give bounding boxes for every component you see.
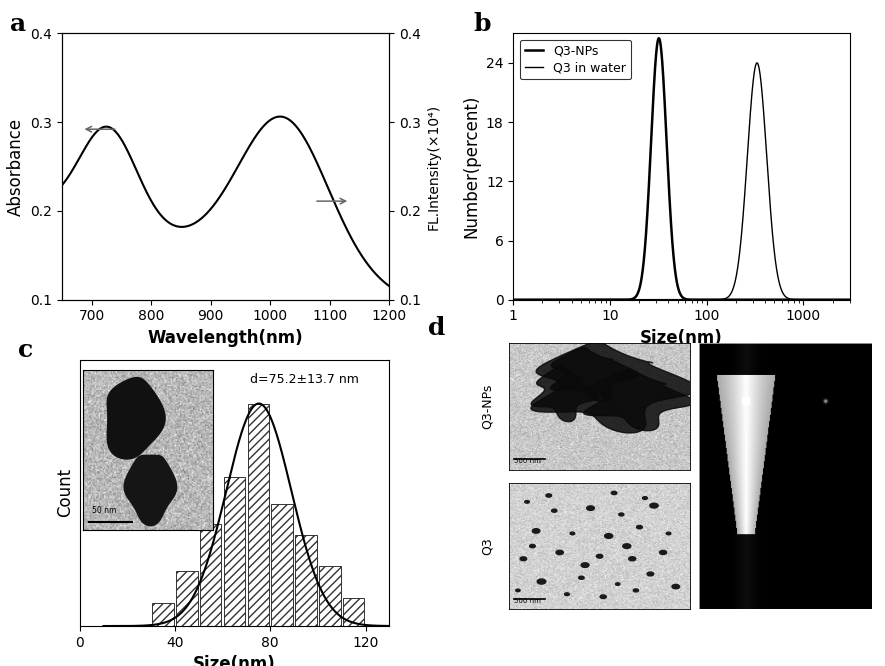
Ellipse shape bbox=[647, 572, 654, 576]
Text: a: a bbox=[10, 12, 26, 36]
Bar bbox=[152, 603, 173, 626]
Q3-NPs bbox=[651, 43, 662, 51]
Y-axis label: Count: Count bbox=[56, 468, 74, 517]
Q3 in water bbox=[508, 296, 519, 304]
Legend: Q3-NPs, Q3 in water: Q3-NPs, Q3 in water bbox=[519, 39, 631, 79]
Bar bbox=[343, 598, 365, 626]
Ellipse shape bbox=[636, 525, 643, 529]
Text: c: c bbox=[18, 338, 33, 362]
Line: Q3 in water: Q3 in water bbox=[513, 63, 850, 300]
Q3-NPs bbox=[546, 296, 557, 304]
Q3 in water bbox=[751, 59, 762, 67]
Ellipse shape bbox=[570, 532, 574, 535]
Ellipse shape bbox=[546, 494, 551, 497]
Q3-NPs bbox=[653, 34, 664, 42]
Q3-NPs bbox=[566, 296, 577, 304]
Ellipse shape bbox=[666, 532, 671, 535]
Polygon shape bbox=[531, 342, 698, 433]
Q3 in water bbox=[844, 296, 855, 304]
Text: 500 nm: 500 nm bbox=[514, 458, 542, 464]
Q3-NPs bbox=[508, 296, 519, 304]
Q3 in water bbox=[802, 296, 812, 304]
Bar bbox=[200, 524, 221, 626]
Polygon shape bbox=[550, 348, 638, 402]
Line: Q3-NPs: Q3-NPs bbox=[513, 38, 850, 300]
Ellipse shape bbox=[600, 595, 606, 599]
Bar bbox=[248, 404, 269, 626]
Y-axis label: Number(percent): Number(percent) bbox=[462, 95, 481, 238]
Polygon shape bbox=[584, 369, 695, 431]
Text: Q3-NPs: Q3-NPs bbox=[481, 384, 494, 429]
Text: Q3: Q3 bbox=[481, 537, 494, 555]
Text: Q3: Q3 bbox=[817, 328, 834, 338]
Q3-NPs bbox=[838, 296, 849, 304]
Y-axis label: FL.Intensity(×10⁴): FL.Intensity(×10⁴) bbox=[427, 103, 441, 230]
Ellipse shape bbox=[596, 554, 603, 558]
Q3 in water bbox=[838, 296, 849, 304]
Bar bbox=[272, 503, 293, 626]
Q3 in water bbox=[637, 296, 648, 304]
Ellipse shape bbox=[565, 593, 569, 595]
Ellipse shape bbox=[532, 529, 540, 533]
X-axis label: Size(nm): Size(nm) bbox=[640, 329, 723, 347]
Ellipse shape bbox=[604, 533, 612, 538]
Text: b: b bbox=[473, 12, 490, 36]
Q3-NPs bbox=[637, 270, 648, 278]
Ellipse shape bbox=[628, 557, 635, 561]
Ellipse shape bbox=[551, 509, 557, 512]
Q3-NPs bbox=[844, 296, 855, 304]
Bar bbox=[296, 535, 317, 626]
Ellipse shape bbox=[556, 550, 564, 555]
Ellipse shape bbox=[619, 513, 624, 516]
Ellipse shape bbox=[520, 557, 527, 561]
Q3 in water bbox=[566, 296, 577, 304]
Ellipse shape bbox=[672, 585, 680, 589]
Ellipse shape bbox=[623, 543, 631, 549]
X-axis label: Size(nm): Size(nm) bbox=[193, 655, 276, 666]
Ellipse shape bbox=[659, 550, 666, 555]
Polygon shape bbox=[531, 366, 598, 422]
Q3 in water bbox=[546, 296, 557, 304]
Ellipse shape bbox=[516, 589, 520, 591]
Y-axis label: Absorbance: Absorbance bbox=[7, 117, 25, 216]
Q3 in water bbox=[651, 296, 662, 304]
Ellipse shape bbox=[612, 492, 617, 495]
Text: Q3-NPs: Q3-NPs bbox=[723, 328, 768, 338]
Bar bbox=[176, 571, 197, 626]
Text: d: d bbox=[427, 316, 445, 340]
Ellipse shape bbox=[537, 579, 546, 584]
Ellipse shape bbox=[525, 501, 529, 503]
Bar bbox=[224, 477, 245, 626]
Ellipse shape bbox=[650, 503, 658, 508]
Bar bbox=[319, 567, 341, 626]
Text: d=75.2±13.7 nm: d=75.2±13.7 nm bbox=[250, 373, 359, 386]
Ellipse shape bbox=[643, 497, 647, 500]
Ellipse shape bbox=[616, 583, 619, 585]
Ellipse shape bbox=[581, 563, 589, 567]
Ellipse shape bbox=[634, 589, 638, 592]
X-axis label: Wavelength(nm): Wavelength(nm) bbox=[148, 329, 304, 347]
Ellipse shape bbox=[587, 506, 595, 510]
Ellipse shape bbox=[579, 576, 584, 579]
Text: 500 nm: 500 nm bbox=[514, 598, 542, 604]
Q3-NPs bbox=[802, 296, 812, 304]
Ellipse shape bbox=[529, 545, 535, 547]
